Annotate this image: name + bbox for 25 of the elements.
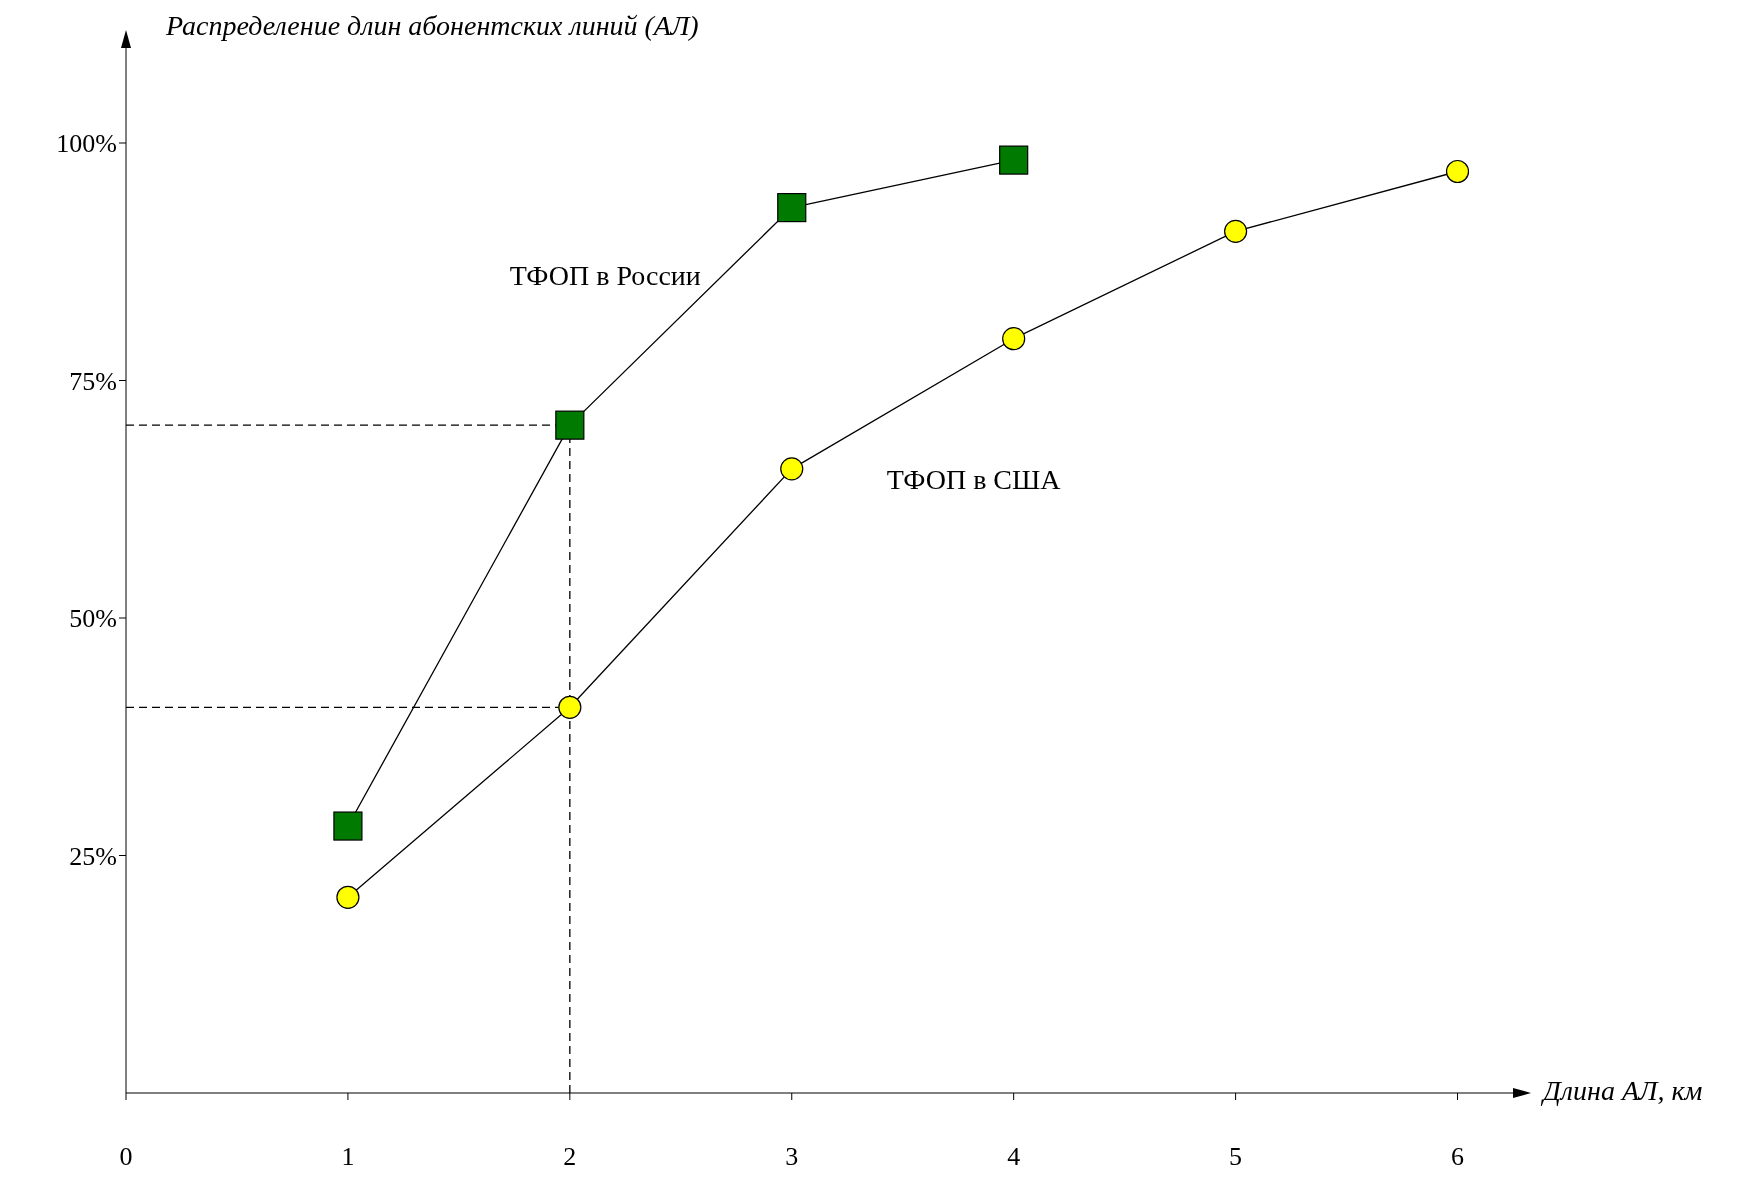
point xyxy=(1224,219,1248,243)
point xyxy=(336,885,360,909)
point xyxy=(999,145,1029,175)
x-tick-label: 2 xyxy=(563,1142,577,1172)
point xyxy=(780,457,804,481)
point xyxy=(555,410,585,440)
x-axis-title: Длина АЛ, км xyxy=(1543,1075,1703,1107)
y-tick-label: 100% xyxy=(56,129,117,159)
y-tick-label: 25% xyxy=(69,841,117,871)
x-tick-label: 1 xyxy=(341,1142,355,1172)
x-tick-label: 5 xyxy=(1229,1142,1243,1172)
point xyxy=(1445,159,1470,184)
x-tick-label: 6 xyxy=(1451,1142,1465,1172)
y-axis-title: Распределение длин абонентских линий (АЛ) xyxy=(166,10,699,42)
point xyxy=(1002,327,1026,351)
series-label: ТФОП в США xyxy=(886,463,1062,495)
x-tick-label: 0 xyxy=(119,1142,133,1172)
point xyxy=(777,193,807,223)
series-label: ТФОП в России xyxy=(509,260,701,292)
point xyxy=(333,811,363,841)
x-tick-label: 4 xyxy=(1007,1142,1021,1172)
point xyxy=(558,695,582,719)
x-tick-label: 3 xyxy=(785,1142,799,1172)
y-tick-label: 50% xyxy=(69,604,117,634)
y-tick-label: 75% xyxy=(69,366,117,396)
